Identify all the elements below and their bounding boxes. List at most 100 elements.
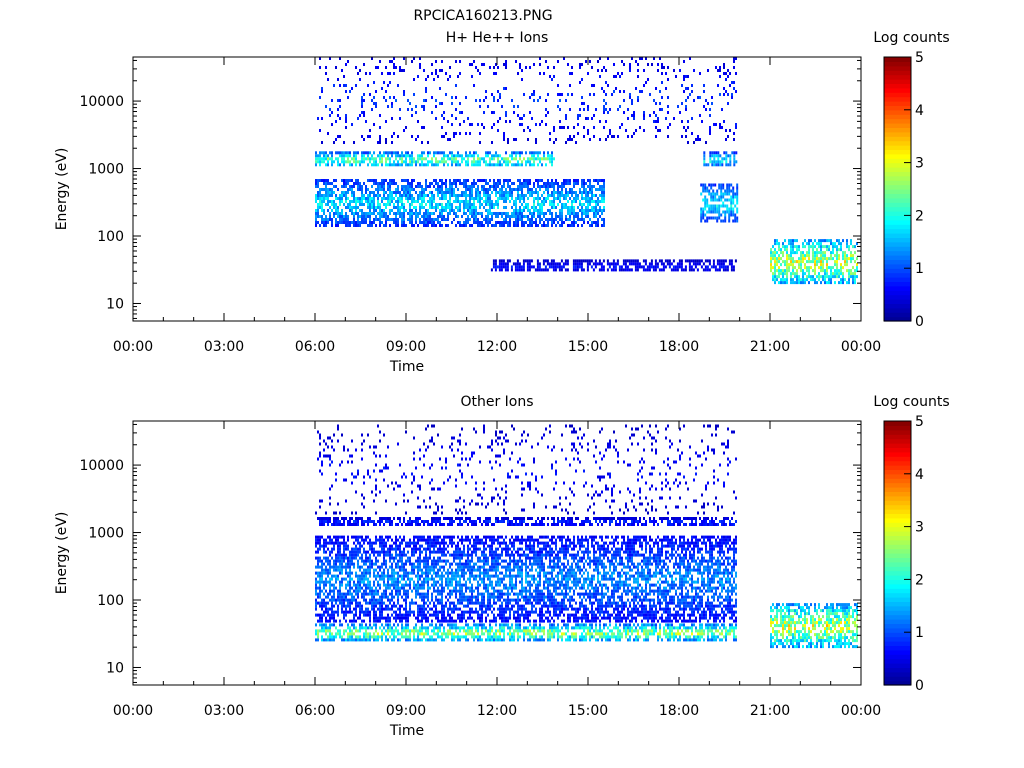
heat-cell [553,194,555,197]
heat-cell [589,203,591,206]
heat-cell [609,517,611,520]
heat-cell [315,221,317,224]
heat-cell [577,179,579,182]
heat-cell [804,263,806,267]
heat-cell [675,520,677,523]
x-tick-label: 18:00 [659,339,699,355]
heat-cell [329,538,331,542]
heat-cell [730,204,733,208]
heat-cell [327,580,329,584]
heat-cell [475,182,477,185]
heat-cell [501,430,503,434]
heat-cell [315,224,317,227]
heat-cell [441,126,443,129]
heat-cell [633,505,635,509]
heat-cell [421,200,423,203]
heat-cell [780,272,782,276]
heat-cell [487,154,489,158]
heat-cell [325,511,327,515]
heat-cell [527,224,529,227]
heat-cell [409,218,411,221]
heat-cell [716,204,719,208]
heat-cell [521,160,523,164]
heat-cell [475,151,477,155]
heat-cell [810,260,812,264]
heat-cell [720,183,723,187]
heat-cell [375,209,377,212]
heat-cell [778,242,780,246]
heat-cell [543,200,545,203]
heat-cell [319,179,321,182]
heat-cell [503,436,505,440]
heat-cell [573,481,575,485]
heat-cell [549,430,551,434]
heat-cell [529,66,531,69]
heat-cell [794,281,796,285]
heat-cell [539,188,541,191]
heat-cell [697,96,699,99]
heat-cell [603,191,605,194]
heat-cell [393,163,395,167]
heat-cell [479,206,481,209]
heat-cell [433,179,435,182]
heat-cell [525,182,527,185]
heat-cell [379,157,381,161]
heat-cell [423,206,425,209]
heat-cell [524,259,527,263]
heat-cell [733,132,735,135]
heat-cell [786,281,788,285]
heat-cell [529,182,531,185]
heat-cell [579,188,581,191]
heat-cell [780,251,782,255]
heat-cell [323,571,325,575]
heat-cell [774,275,776,279]
heat-cell [828,239,830,243]
heat-cell [323,568,325,572]
heat-cell [423,69,425,72]
heat-cell [353,200,355,203]
heat-cell [407,108,409,111]
heat-cell [593,511,595,515]
heat-cell [695,523,697,526]
heat-cell [329,114,331,117]
heat-cell [555,481,557,485]
heat-cell [329,57,331,60]
heat-cell [631,102,633,105]
heat-cell [846,269,848,273]
heat-cell [319,616,321,620]
heat-cell [579,114,581,117]
heat-cell [691,517,693,520]
heat-cell [732,265,735,269]
heat-cell [335,194,337,197]
heat-cell [385,463,387,467]
heat-cell [551,463,553,467]
heat-cell [459,154,461,158]
heat-cell [427,163,429,167]
heat-cell [580,262,583,266]
heat-cell [498,259,501,263]
heat-cell [707,102,709,105]
heat-cell [663,517,665,520]
heat-cell [589,138,591,141]
heat-cell [633,132,635,135]
heat-cell [774,239,776,243]
heat-cell [479,517,481,520]
heat-cell [689,93,691,96]
heat-cell [477,188,479,191]
heat-cell [725,151,728,155]
heat-cell [565,182,567,185]
heat-cell [599,75,601,78]
heat-cell [822,251,824,255]
heat-cell [477,221,479,224]
heat-cell [469,132,471,135]
heat-cell [636,262,639,266]
heat-cell [401,221,403,224]
heat-cell [333,535,335,539]
heat-cell [609,475,611,479]
heat-cell [666,262,669,266]
heat-cell [469,218,471,221]
heat-cell [836,245,838,249]
heat-cell [481,221,483,224]
heat-cell [427,212,429,215]
heat-cell [525,221,527,224]
